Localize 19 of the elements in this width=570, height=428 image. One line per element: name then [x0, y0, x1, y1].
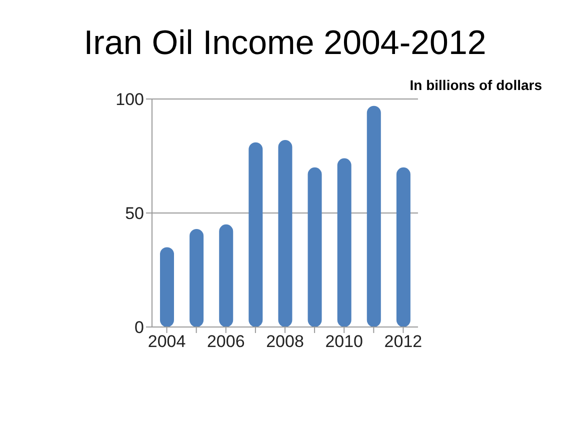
bar [219, 224, 234, 327]
chart-title: Iran Oil Income 2004-2012 [82, 24, 488, 63]
bar [248, 142, 263, 327]
x-tick-label: 2004 [148, 332, 186, 352]
bar [337, 158, 352, 327]
bar [160, 247, 174, 327]
x-tick-label: 2012 [384, 332, 422, 352]
y-tick-label: 50 [125, 204, 144, 224]
x-tick-label: 2008 [266, 332, 304, 352]
y-tick-label: 100 [116, 90, 144, 110]
x-tick-label: 2010 [325, 332, 364, 352]
bar [396, 167, 410, 327]
bar [190, 228, 204, 327]
text: In billions of dollars [410, 77, 542, 93]
x-tick-label: 2006 [206, 332, 245, 352]
bar [308, 167, 322, 327]
bar [278, 140, 292, 327]
bar [366, 106, 381, 327]
y-tick-label: 0 [134, 318, 144, 338]
